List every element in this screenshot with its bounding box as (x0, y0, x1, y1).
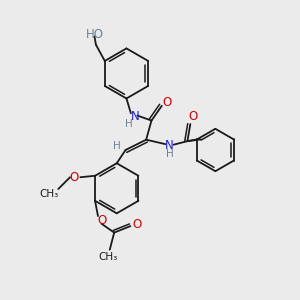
Text: O: O (69, 171, 79, 184)
Text: O: O (133, 218, 142, 231)
Text: CH₃: CH₃ (40, 189, 59, 199)
Text: H: H (166, 149, 174, 159)
Text: O: O (97, 214, 106, 227)
Text: H: H (124, 119, 132, 129)
Text: HO: HO (85, 28, 103, 41)
Text: O: O (188, 110, 197, 123)
Text: H: H (113, 142, 121, 152)
Text: CH₃: CH₃ (98, 252, 117, 262)
Text: N: N (165, 139, 174, 152)
Text: O: O (163, 96, 172, 109)
Text: N: N (131, 110, 140, 123)
